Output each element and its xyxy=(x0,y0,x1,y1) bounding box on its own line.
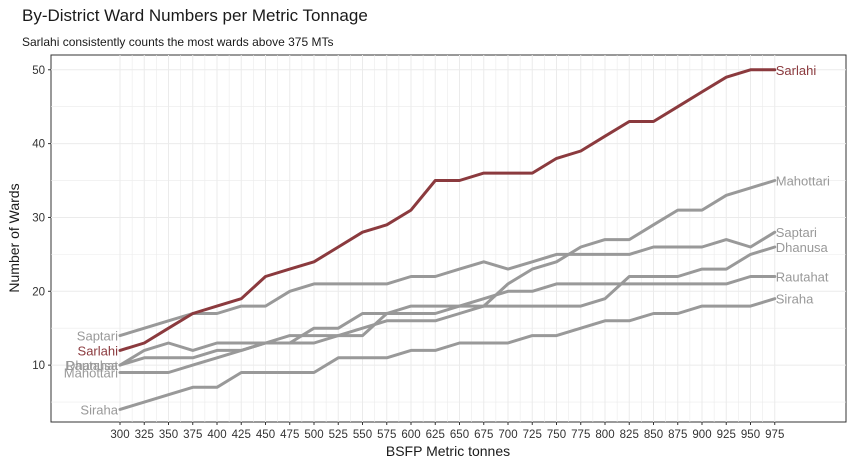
series-start-label-saptari: Saptari xyxy=(77,329,118,344)
x-tick-label: 900 xyxy=(692,429,711,441)
x-tick-label: 375 xyxy=(183,429,202,441)
x-tick-label: 825 xyxy=(620,429,639,441)
series-line-dhanusa xyxy=(118,245,777,367)
axis-ticks: 300 325 350 375 400 425 450 475 500 525 550 575 600 6… xyxy=(32,65,784,441)
series-start-label-mahottari: Mahottari xyxy=(64,366,118,381)
series-start-label-dhanusa: Dhanusa xyxy=(66,358,119,373)
y-axis-title: Number of Wards xyxy=(6,183,22,292)
y-tick-label: 50 xyxy=(32,65,45,77)
x-tick-label: 400 xyxy=(207,429,226,441)
series-end-label-dhanusa: Dhanusa xyxy=(776,240,829,255)
y-tick-label: 10 xyxy=(32,360,45,372)
x-tick-label: 875 xyxy=(668,429,687,441)
x-tick-label: 950 xyxy=(741,429,760,441)
x-tick-label: 450 xyxy=(256,429,275,441)
series-end-label-siraha: Siraha xyxy=(776,292,814,307)
chart-subtitle: Sarlahi consistently counts the most war… xyxy=(22,35,334,49)
series-end-label-sarlahi: Sarlahi xyxy=(776,63,817,78)
x-tick-label: 975 xyxy=(765,429,784,441)
series-line-rautahat xyxy=(118,275,777,367)
x-tick-label: 300 xyxy=(110,429,129,441)
x-tick-label: 600 xyxy=(401,429,420,441)
chart-title: By-District Ward Numbers per Metric Tonn… xyxy=(22,6,368,25)
series-lines xyxy=(118,68,777,411)
x-tick-label: 800 xyxy=(595,429,614,441)
x-tick-label: 750 xyxy=(547,429,566,441)
y-tick-label: 20 xyxy=(32,286,45,298)
x-tick-label: 725 xyxy=(523,429,542,441)
series-end-label-mahottari: Mahottari xyxy=(776,174,830,189)
series-start-label-rautahat: Rautahat xyxy=(65,358,118,373)
series-labels: MahottariMahottariSaptariSaptariDhanusaD… xyxy=(64,63,830,418)
x-tick-label: 925 xyxy=(717,429,736,441)
x-tick-label: 475 xyxy=(280,429,299,441)
x-tick-label: 775 xyxy=(571,429,590,441)
series-start-label-sarlahi: Sarlahi xyxy=(78,343,119,358)
series-end-label-saptari: Saptari xyxy=(776,225,817,240)
x-tick-label: 500 xyxy=(304,429,323,441)
x-tick-label: 625 xyxy=(426,429,445,441)
x-tick-label: 575 xyxy=(377,429,396,441)
series-line-mahottari xyxy=(118,179,777,374)
x-tick-label: 675 xyxy=(474,429,493,441)
x-tick-label: 550 xyxy=(353,429,372,441)
series-line-saptari xyxy=(118,230,777,338)
y-tick-label: 40 xyxy=(32,139,45,151)
series-line-sarlahi xyxy=(118,68,777,352)
x-tick-label: 850 xyxy=(644,429,663,441)
x-axis-title: BSFP Metric tonnes xyxy=(386,443,510,459)
x-tick-label: 350 xyxy=(159,429,178,441)
x-tick-label: 525 xyxy=(329,429,348,441)
x-tick-label: 425 xyxy=(232,429,251,441)
x-tick-label: 325 xyxy=(135,429,154,441)
series-end-label-rautahat: Rautahat xyxy=(776,270,829,285)
y-tick-label: 30 xyxy=(32,212,45,224)
plot-panel xyxy=(50,54,847,423)
series-start-label-siraha: Siraha xyxy=(80,402,118,417)
series-line-siraha xyxy=(118,297,777,411)
x-tick-label: 650 xyxy=(450,429,469,441)
x-tick-label: 700 xyxy=(498,429,517,441)
